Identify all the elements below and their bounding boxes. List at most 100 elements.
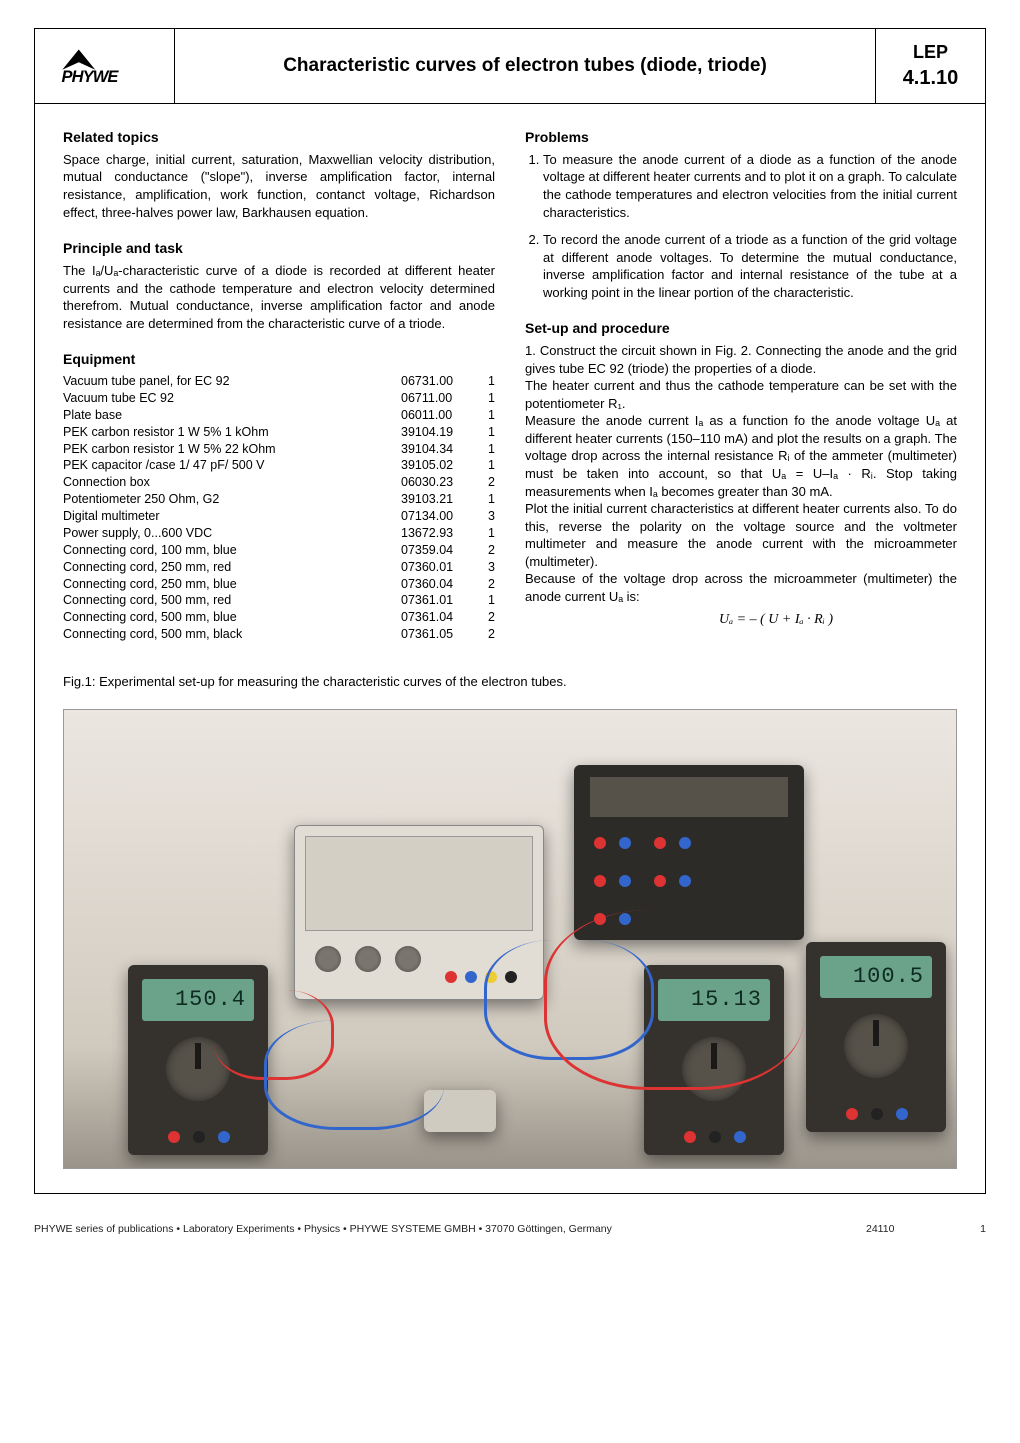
equip-code: 07359.04 — [401, 542, 479, 559]
setup-formula: Uₐ = – ( U + Iₐ · Rᵢ ) — [595, 611, 957, 630]
related-topics-text: Space charge, initial current, saturatio… — [63, 151, 495, 221]
cable-red-icon — [544, 910, 804, 1090]
equip-qty: 2 — [479, 576, 495, 593]
jack-red-icon — [846, 1108, 858, 1120]
document-title: Characteristic curves of electron tubes … — [283, 53, 767, 79]
equip-qty: 2 — [479, 609, 495, 626]
equipment-row: Connecting cord, 250 mm, red07360.013 — [63, 559, 495, 576]
equip-qty: 1 — [479, 390, 495, 407]
problems-list: To measure the anode current of a diode … — [525, 151, 957, 301]
equip-qty: 1 — [479, 457, 495, 474]
equip-name: Connecting cord, 500 mm, blue — [63, 609, 401, 626]
jack-red-icon — [684, 1131, 696, 1143]
equip-code: 06731.00 — [401, 373, 479, 390]
equip-qty: 1 — [479, 424, 495, 441]
jack-red-icon — [445, 971, 457, 983]
equip-qty: 1 — [479, 592, 495, 609]
jack-blue-icon — [896, 1108, 908, 1120]
multimeter-3: 100.5 — [806, 942, 946, 1132]
jack-blue-icon — [679, 875, 691, 887]
principle-text: The Iₐ/Uₐ-characteristic curve of a diod… — [63, 262, 495, 332]
jack-red-icon — [654, 875, 666, 887]
equip-qty: 1 — [479, 491, 495, 508]
equip-qty: 1 — [479, 525, 495, 542]
jack-red-icon — [168, 1131, 180, 1143]
tube-photo-strip — [590, 777, 788, 817]
equipment-row: Vacuum tube EC 9206711.001 — [63, 390, 495, 407]
jack-red-icon — [594, 837, 606, 849]
related-topics-heading: Related topics — [63, 128, 495, 147]
equipment-row: Connecting cord, 100 mm, blue07359.042 — [63, 542, 495, 559]
equip-name: Vacuum tube EC 92 — [63, 390, 401, 407]
left-column: Related topics Space charge, initial cur… — [63, 126, 495, 661]
logo-cell: PHYWE — [35, 29, 175, 103]
equip-name: Connecting cord, 250 mm, blue — [63, 576, 401, 593]
jack-black-icon — [871, 1108, 883, 1120]
equipment-row: Potentiometer 250 Ohm, G239103.211 — [63, 491, 495, 508]
psu-knob — [315, 946, 341, 972]
footer-publisher: PHYWE series of publications • Laborator… — [34, 1222, 866, 1236]
equip-name: Connecting cord, 500 mm, black — [63, 626, 401, 643]
equip-qty: 2 — [479, 542, 495, 559]
equipment-heading: Equipment — [63, 350, 495, 369]
equip-code: 07361.05 — [401, 626, 479, 643]
equipment-row: Plate base06011.001 — [63, 407, 495, 424]
equipment-row: Connecting cord, 500 mm, black07361.052 — [63, 626, 495, 643]
jack-blue-icon — [218, 1131, 230, 1143]
equip-name: PEK carbon resistor 1 W 5% 22 kOhm — [63, 441, 401, 458]
jack-red-icon — [594, 875, 606, 887]
equip-name: PEK capacitor /case 1/ 47 pF/ 500 V — [63, 457, 401, 474]
jack-blue-icon — [679, 837, 691, 849]
equip-code: 07361.04 — [401, 609, 479, 626]
right-column: Problems To measure the anode current of… — [525, 126, 957, 661]
code-line1: LEP — [913, 40, 948, 64]
related-topics-section: Related topics Space charge, initial cur… — [63, 128, 495, 221]
equipment-row: PEK carbon resistor 1 W 5% 1 kOhm39104.1… — [63, 424, 495, 441]
setup-p1: 1. Construct the circuit shown in Fig. 2… — [525, 342, 957, 377]
page-footer: PHYWE series of publications • Laborator… — [0, 1222, 1020, 1244]
equipment-row: Connection box06030.232 — [63, 474, 495, 491]
equip-code: 07360.01 — [401, 559, 479, 576]
equipment-table: Vacuum tube panel, for EC 9206731.001Vac… — [63, 373, 495, 643]
equip-code: 39103.21 — [401, 491, 479, 508]
jack-red-icon — [654, 837, 666, 849]
equip-code: 07134.00 — [401, 508, 479, 525]
jack-black-icon — [709, 1131, 721, 1143]
equip-name: Power supply, 0...600 VDC — [63, 525, 401, 542]
equip-code: 13672.93 — [401, 525, 479, 542]
code-line2: 4.1.10 — [903, 65, 959, 92]
equip-name: Potentiometer 250 Ohm, G2 — [63, 491, 401, 508]
multimeter-dial — [844, 1014, 908, 1078]
equip-code: 06011.00 — [401, 407, 479, 424]
psu-knob — [355, 946, 381, 972]
setup-heading: Set-up and procedure — [525, 319, 957, 338]
equipment-section: Equipment Vacuum tube panel, for EC 9206… — [63, 350, 495, 643]
principle-heading: Principle and task — [63, 239, 495, 258]
equip-qty: 1 — [479, 407, 495, 424]
equip-name: Connection box — [63, 474, 401, 491]
header-row: PHYWE Characteristic curves of electron … — [35, 29, 985, 104]
code-cell: LEP 4.1.10 — [875, 29, 985, 103]
setup-p3: Measure the anode current Iₐ as a functi… — [525, 412, 957, 500]
problem-item: To record the anode current of a triode … — [543, 231, 957, 301]
psu-panel — [305, 836, 533, 931]
equip-qty: 1 — [479, 373, 495, 390]
equipment-row: Vacuum tube panel, for EC 9206731.001 — [63, 373, 495, 390]
equipment-row: Connecting cord, 500 mm, blue07361.042 — [63, 609, 495, 626]
equipment-row: PEK carbon resistor 1 W 5% 22 kOhm39104.… — [63, 441, 495, 458]
title-cell: Characteristic curves of electron tubes … — [175, 29, 875, 103]
principle-section: Principle and task The Iₐ/Uₐ-characteris… — [63, 239, 495, 332]
equip-qty: 3 — [479, 559, 495, 576]
footer-page: 1 — [946, 1222, 986, 1236]
lcd-display: 100.5 — [820, 956, 932, 998]
jack-black-icon — [193, 1131, 205, 1143]
equip-name: Connecting cord, 500 mm, red — [63, 592, 401, 609]
equip-name: Digital multimeter — [63, 508, 401, 525]
equip-code: 39104.34 — [401, 441, 479, 458]
footer-code: 24110 — [866, 1222, 946, 1236]
psu-knob — [395, 946, 421, 972]
problem-item: To measure the anode current of a diode … — [543, 151, 957, 221]
jack-blue-icon — [734, 1131, 746, 1143]
setup-p4: Plot the initial current characteristics… — [525, 500, 957, 570]
setup-section: Set-up and procedure 1. Construct the ci… — [525, 319, 957, 630]
